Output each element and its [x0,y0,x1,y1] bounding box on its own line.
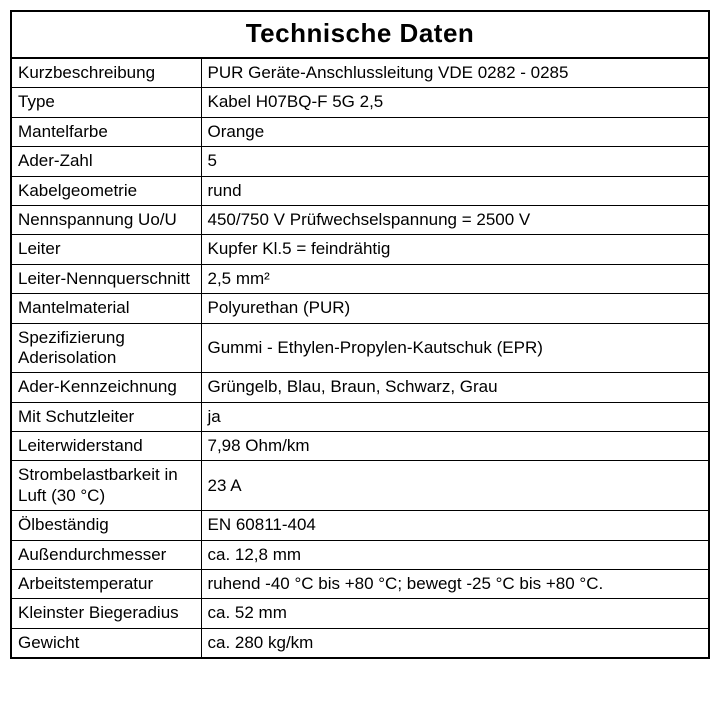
table-row: KurzbeschreibungPUR Geräte-Anschlussleit… [11,58,709,88]
row-value: ruhend -40 °C bis +80 °C; bewegt -25 °C … [201,570,709,599]
table-row: Kabelgeometrierund [11,176,709,205]
row-value: 23 A [201,461,709,511]
table-row: Leiter-Nennquerschnitt2,5 mm² [11,264,709,293]
row-label: Ader-Kennzeichnung [11,373,201,402]
row-value: 2,5 mm² [201,264,709,293]
row-value: Polyurethan (PUR) [201,294,709,323]
spec-table: Technische Daten KurzbeschreibungPUR Ger… [10,10,710,659]
table-row: Nennspannung Uo/U450/750 V Prüfwechselsp… [11,205,709,234]
row-label: Type [11,88,201,117]
row-label: Arbeitstemperatur [11,570,201,599]
row-label: Kabelgeometrie [11,176,201,205]
table-row: ÖlbeständigEN 60811-404 [11,511,709,540]
row-value: Kabel H07BQ-F 5G 2,5 [201,88,709,117]
table-row: Strombelastbarkeit in Luft (30 °C)23 A [11,461,709,511]
row-value: Orange [201,117,709,146]
row-label: Kurzbeschreibung [11,58,201,88]
row-label: Leiterwiderstand [11,432,201,461]
table-row: Arbeitstemperaturruhend -40 °C bis +80 °… [11,570,709,599]
table-row: MantelfarbeOrange [11,117,709,146]
row-value: rund [201,176,709,205]
table-row: Spezifizierung AderisolationGummi - Ethy… [11,323,709,373]
row-label: Gewicht [11,628,201,658]
row-value: Grüngelb, Blau, Braun, Schwarz, Grau [201,373,709,402]
row-label: Nennspannung Uo/U [11,205,201,234]
row-value: 5 [201,147,709,176]
row-value: EN 60811-404 [201,511,709,540]
row-label: Mit Schutzleiter [11,402,201,431]
table-row: Kleinster Biegeradiusca. 52 mm [11,599,709,628]
row-label: Mantelmaterial [11,294,201,323]
row-value: ca. 280 kg/km [201,628,709,658]
table-row: Leiterwiderstand7,98 Ohm/km [11,432,709,461]
row-label: Mantelfarbe [11,117,201,146]
table-row: MantelmaterialPolyurethan (PUR) [11,294,709,323]
row-value: 450/750 V Prüfwechselspannung = 2500 V [201,205,709,234]
row-value: ca. 12,8 mm [201,540,709,569]
row-label: Ader-Zahl [11,147,201,176]
table-body: KurzbeschreibungPUR Geräte-Anschlussleit… [11,58,709,658]
table-row: Gewichtca. 280 kg/km [11,628,709,658]
row-label: Leiter [11,235,201,264]
row-label: Kleinster Biegeradius [11,599,201,628]
row-value: Kupfer Kl.5 = feindrähtig [201,235,709,264]
table-row: Mit Schutzleiterja [11,402,709,431]
row-label: Spezifizierung Aderisolation [11,323,201,373]
row-label: Strombelastbarkeit in Luft (30 °C) [11,461,201,511]
row-value: 7,98 Ohm/km [201,432,709,461]
row-value: ja [201,402,709,431]
row-label: Leiter-Nennquerschnitt [11,264,201,293]
row-value: PUR Geräte-Anschlussleitung VDE 0282 - 0… [201,58,709,88]
table-row: TypeKabel H07BQ-F 5G 2,5 [11,88,709,117]
row-label: Außendurchmesser [11,540,201,569]
row-label: Ölbeständig [11,511,201,540]
row-value: Gummi - Ethylen-Propylen-Kautschuk (EPR) [201,323,709,373]
row-value: ca. 52 mm [201,599,709,628]
table-row: LeiterKupfer Kl.5 = feindrähtig [11,235,709,264]
table-row: Ader-KennzeichnungGrüngelb, Blau, Braun,… [11,373,709,402]
table-title: Technische Daten [11,11,709,58]
table-row: Ader-Zahl5 [11,147,709,176]
table-row: Außendurchmesserca. 12,8 mm [11,540,709,569]
